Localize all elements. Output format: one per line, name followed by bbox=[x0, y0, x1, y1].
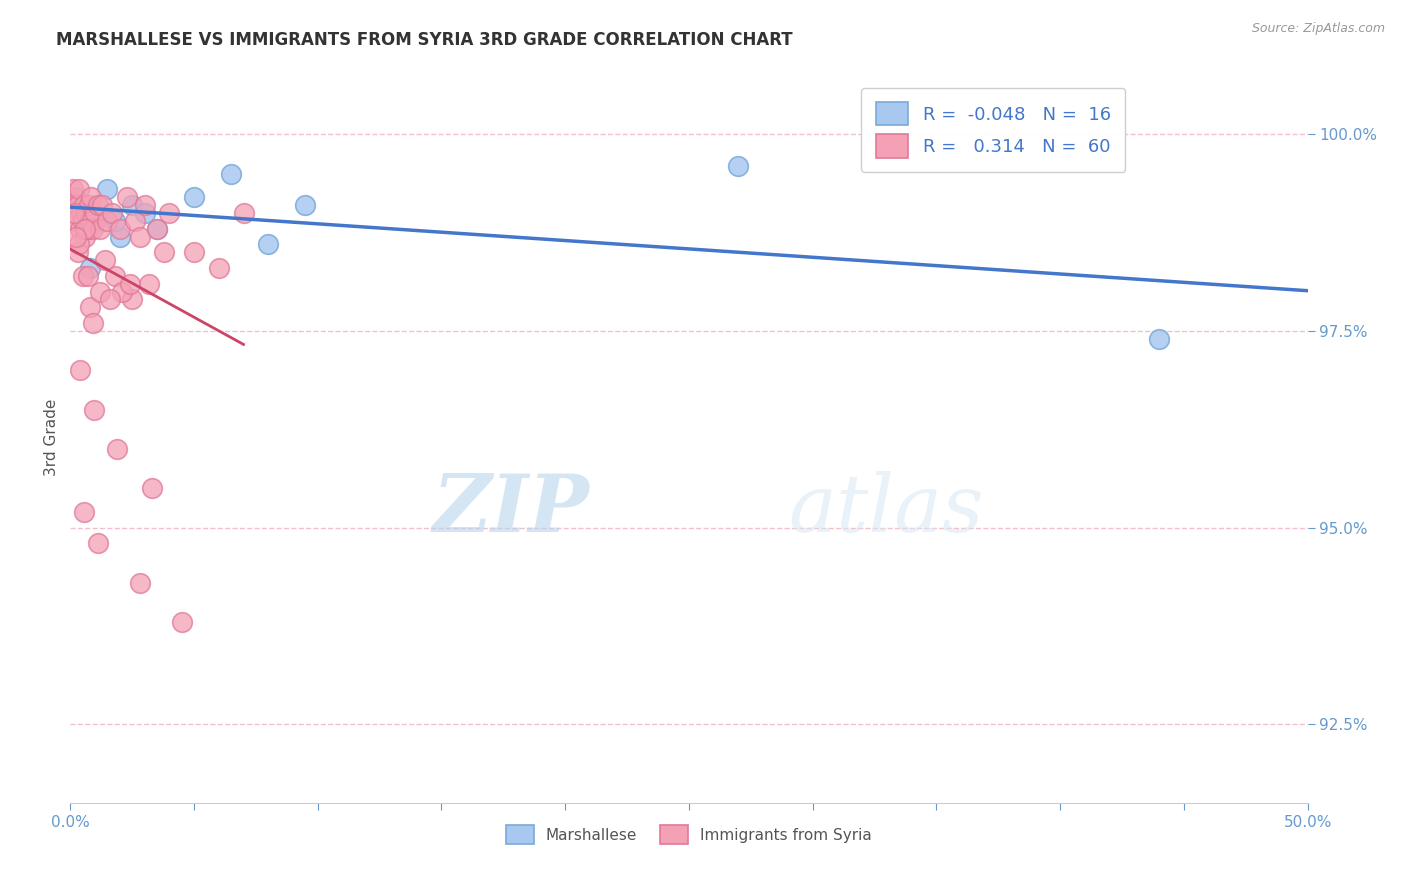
Point bbox=[89, 221, 111, 235]
Point bbox=[96, 182, 118, 196]
Point bbox=[67, 182, 90, 196]
Point bbox=[86, 198, 108, 212]
Point bbox=[75, 229, 97, 244]
Point bbox=[257, 237, 280, 252]
Text: atlas: atlas bbox=[787, 472, 983, 549]
Point bbox=[83, 402, 105, 417]
Point bbox=[111, 285, 134, 299]
Point bbox=[105, 442, 128, 456]
Point bbox=[66, 198, 89, 212]
Point bbox=[65, 214, 87, 228]
Point bbox=[146, 221, 169, 235]
Point bbox=[84, 206, 107, 220]
Point bbox=[79, 214, 101, 228]
Point bbox=[170, 615, 193, 629]
Point bbox=[82, 316, 104, 330]
Point bbox=[79, 260, 101, 275]
Point bbox=[208, 260, 231, 275]
Point bbox=[104, 268, 127, 283]
Point bbox=[146, 221, 169, 235]
Point bbox=[153, 245, 176, 260]
Point bbox=[121, 198, 143, 212]
Point bbox=[70, 206, 93, 220]
Point bbox=[66, 245, 89, 260]
Point bbox=[65, 206, 87, 220]
Text: ZIP: ZIP bbox=[433, 472, 591, 549]
Point bbox=[134, 206, 156, 220]
Text: Source: ZipAtlas.com: Source: ZipAtlas.com bbox=[1251, 22, 1385, 36]
Point bbox=[124, 214, 146, 228]
Point bbox=[96, 214, 118, 228]
Point bbox=[232, 206, 254, 220]
Point bbox=[104, 214, 127, 228]
Point bbox=[82, 221, 104, 235]
Point bbox=[84, 214, 107, 228]
Point bbox=[67, 237, 90, 252]
Point bbox=[98, 293, 121, 307]
Point bbox=[94, 253, 117, 268]
Point bbox=[65, 229, 87, 244]
Point bbox=[183, 190, 205, 204]
Point bbox=[86, 536, 108, 550]
Point bbox=[73, 198, 96, 212]
Legend: Marshallese, Immigrants from Syria: Marshallese, Immigrants from Syria bbox=[501, 819, 877, 850]
Point bbox=[77, 198, 100, 212]
Point bbox=[101, 206, 124, 220]
Point bbox=[60, 190, 83, 204]
Point bbox=[72, 214, 94, 228]
Point bbox=[727, 159, 749, 173]
Point bbox=[69, 221, 91, 235]
Point bbox=[294, 198, 316, 212]
Point bbox=[183, 245, 205, 260]
Point bbox=[72, 268, 94, 283]
Point bbox=[157, 206, 180, 220]
Point bbox=[219, 167, 242, 181]
Point bbox=[76, 268, 98, 283]
Point bbox=[75, 206, 97, 220]
Point bbox=[108, 229, 131, 244]
Point bbox=[1147, 332, 1170, 346]
Point bbox=[80, 190, 103, 204]
Point bbox=[134, 198, 156, 212]
Point bbox=[141, 481, 163, 495]
Point bbox=[79, 301, 101, 315]
Point bbox=[121, 293, 143, 307]
Text: MARSHALLESE VS IMMIGRANTS FROM SYRIA 3RD GRADE CORRELATION CHART: MARSHALLESE VS IMMIGRANTS FROM SYRIA 3RD… bbox=[56, 31, 793, 49]
Point bbox=[138, 277, 160, 291]
Point bbox=[128, 229, 150, 244]
Point bbox=[63, 206, 86, 220]
Y-axis label: 3rd Grade: 3rd Grade bbox=[44, 399, 59, 475]
Point bbox=[128, 575, 150, 590]
Point bbox=[75, 221, 97, 235]
Point bbox=[69, 363, 91, 377]
Point bbox=[118, 277, 141, 291]
Point bbox=[89, 285, 111, 299]
Point bbox=[91, 198, 114, 212]
Point bbox=[73, 505, 96, 519]
Point bbox=[76, 221, 98, 235]
Point bbox=[63, 198, 86, 212]
Point bbox=[62, 182, 84, 196]
Point bbox=[65, 190, 87, 204]
Point bbox=[72, 198, 94, 212]
Point bbox=[108, 221, 131, 235]
Point bbox=[115, 190, 138, 204]
